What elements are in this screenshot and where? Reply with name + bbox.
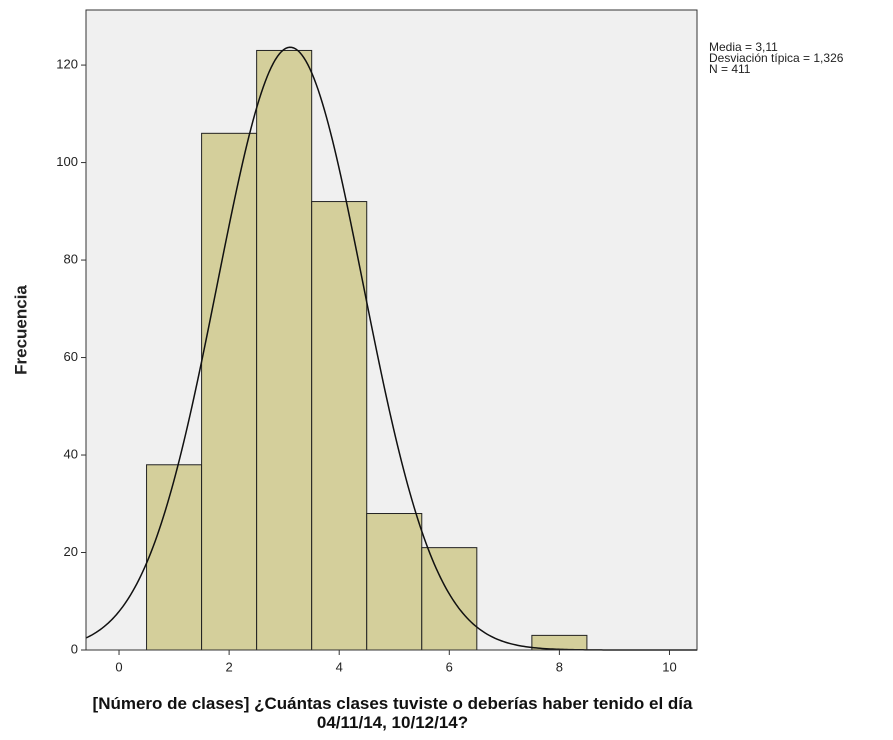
- y-tick-label: 20: [64, 544, 78, 559]
- y-axis-label: Frecuencia: [11, 285, 30, 375]
- y-tick-label: 40: [64, 446, 78, 461]
- x-tick-label: 8: [556, 659, 563, 674]
- x-tick-label: 0: [115, 659, 122, 674]
- bar: [421, 547, 478, 651]
- stat-label: Media = 3,11: [709, 40, 778, 54]
- x-axis-label: [Número de clases] ¿Cuántas clases tuvis…: [92, 694, 693, 732]
- x-tick-label: 2: [225, 659, 232, 674]
- stat-label: N = 411: [709, 62, 751, 76]
- bar: [146, 464, 203, 651]
- stat-label: Desviación típica = 1,326: [709, 51, 844, 65]
- x-tick-label: 4: [336, 659, 343, 674]
- x-tick-label: 6: [446, 659, 453, 674]
- x-tick-label: 10: [662, 659, 676, 674]
- bar: [366, 513, 423, 651]
- y-tick-label: 0: [71, 641, 78, 656]
- bar: [311, 201, 368, 651]
- y-tick-label: 60: [64, 349, 78, 364]
- y-tick-label: 120: [56, 57, 78, 72]
- y-tick-label: 80: [64, 251, 78, 266]
- bar: [201, 132, 258, 651]
- plot-frame: [85, 9, 698, 651]
- bar: [256, 49, 313, 651]
- y-tick-label: 100: [56, 154, 78, 169]
